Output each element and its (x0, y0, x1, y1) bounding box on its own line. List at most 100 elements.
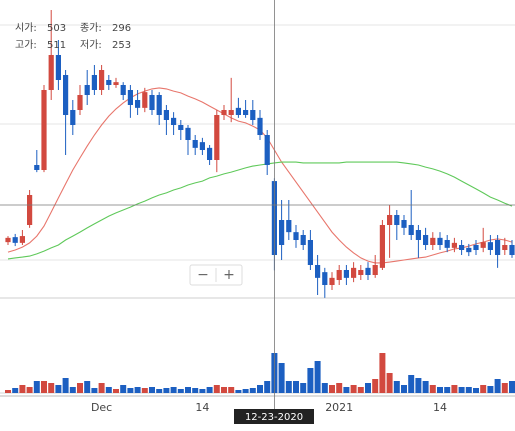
candle-body (5, 237, 11, 243)
volume-bar (293, 381, 299, 393)
candle-body (12, 237, 18, 243)
candle-body (509, 245, 515, 255)
candle-body (120, 85, 126, 95)
candle-body (401, 220, 407, 228)
ohlc-label: 종가: (80, 22, 102, 34)
candle-body (415, 230, 421, 240)
volume-bar (444, 387, 451, 393)
volume-bar (509, 381, 515, 393)
candle-body (343, 270, 349, 278)
volume-bar (437, 387, 443, 393)
candle-body (264, 135, 270, 165)
candle-body (480, 242, 486, 248)
volume-bar (84, 381, 91, 393)
volume-bar (149, 387, 155, 393)
volume-bar (5, 390, 11, 393)
candle-body (41, 90, 47, 170)
volume-bar (501, 383, 508, 393)
volume-bar (487, 386, 494, 393)
volume-bar (113, 389, 119, 393)
volume-bar (451, 385, 458, 393)
candle-body (84, 85, 90, 95)
candle-body (27, 195, 33, 225)
volume-bar (379, 353, 386, 393)
volume-bar (12, 388, 19, 393)
x-tick-label: 14 (195, 401, 209, 414)
ohlc-label: 고가: (15, 39, 37, 51)
candle-body (365, 267, 371, 275)
volume-bar (177, 389, 184, 393)
candle-body (178, 125, 184, 130)
volume-bar (249, 388, 256, 393)
volume-bar (98, 383, 105, 393)
candle-body (99, 70, 105, 90)
candle-body (322, 272, 328, 285)
volume-bar (228, 387, 235, 393)
zoom-out[interactable]: − (197, 267, 209, 283)
candle-body (394, 215, 400, 225)
candle-body (358, 270, 364, 275)
volume-bar (120, 385, 127, 393)
candle-body (106, 80, 112, 85)
x-tick-label: Dec (91, 401, 112, 414)
candle-body (502, 245, 508, 250)
volume-bar (336, 383, 343, 393)
volume-bar (393, 381, 400, 393)
volume-bar (401, 385, 407, 393)
volume-bar (127, 388, 134, 393)
volume-bar (329, 385, 335, 393)
volume-bar (285, 381, 292, 393)
candle-body (199, 142, 205, 150)
volume-bar (26, 387, 33, 393)
candle-body (430, 237, 436, 245)
zoom-in[interactable]: + (223, 267, 235, 283)
candle-body (63, 75, 69, 115)
volume-bar (429, 385, 436, 393)
volume-bar (307, 368, 314, 393)
x-tick-label: 2021 (325, 401, 353, 414)
volume-bar (300, 383, 307, 393)
candle-body (329, 277, 335, 285)
candle-body (235, 107, 241, 115)
candle-body (487, 242, 493, 250)
x-tick-label: 14 (433, 401, 447, 414)
volume-bar (185, 387, 191, 393)
candle-body (444, 240, 450, 248)
volume-bar (343, 387, 350, 393)
volume-bar (386, 373, 393, 393)
volume-bar (235, 390, 242, 393)
candle-body (387, 215, 393, 225)
candle-body (408, 225, 414, 235)
candle-body (19, 236, 25, 243)
volume-bar (278, 363, 285, 393)
volume-bar (163, 388, 170, 393)
candle-body (293, 232, 299, 240)
candle-body (221, 110, 227, 115)
candle-body (250, 110, 256, 120)
candle-body (149, 95, 155, 110)
volume-bar (156, 389, 163, 393)
candle-body (127, 90, 133, 105)
volume-bar (473, 388, 479, 393)
volume-bar (494, 379, 501, 393)
volume-bar (19, 385, 26, 393)
candle-body (77, 95, 83, 110)
candle-body (113, 82, 119, 85)
candle-body (372, 265, 378, 275)
volume-bar (206, 387, 213, 393)
candle-body (495, 240, 501, 255)
candle-body (171, 117, 177, 125)
moving-average (7, 161, 513, 260)
candle-body (351, 267, 357, 278)
ohlc-value: 503 (47, 23, 66, 34)
candle-body (437, 237, 443, 245)
volume-bar (422, 381, 429, 393)
volume-bar (213, 385, 220, 393)
candle-body (307, 240, 313, 265)
candle-body (451, 242, 457, 248)
candle-body (156, 95, 162, 115)
candle-body (135, 100, 141, 108)
candle-body (228, 110, 234, 115)
volume-bar (321, 383, 328, 393)
